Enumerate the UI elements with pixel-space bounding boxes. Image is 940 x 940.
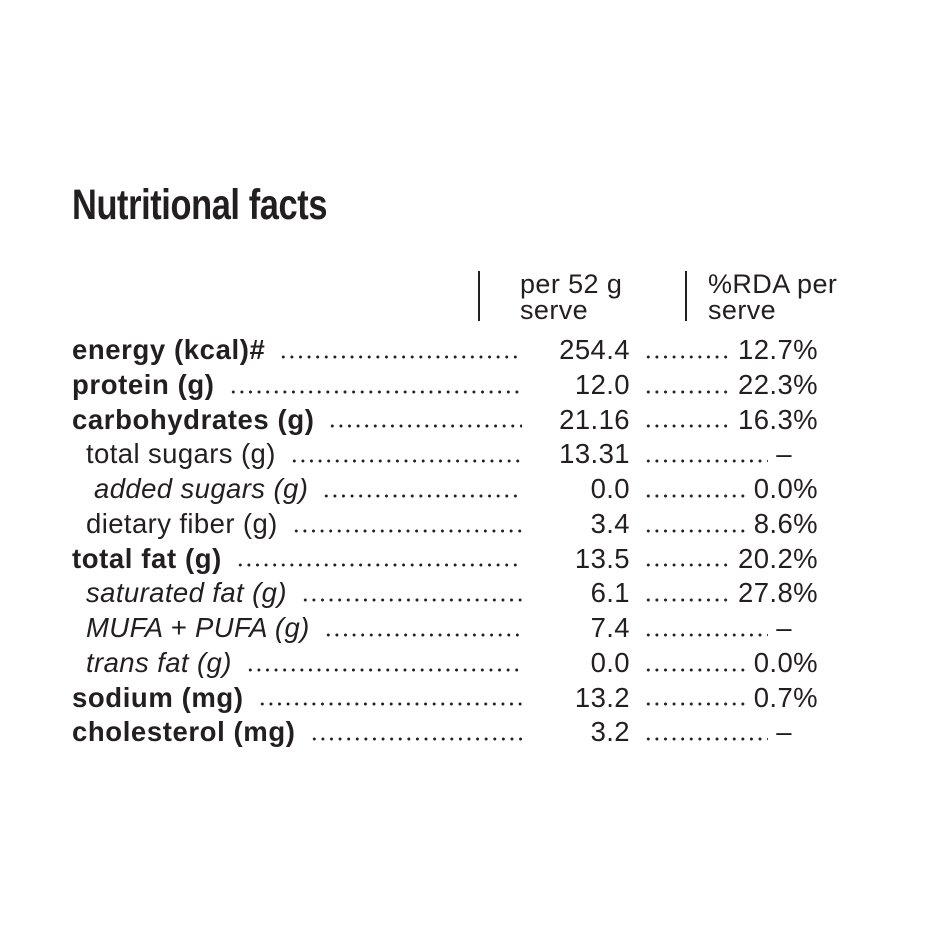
rda-cell: 27.8% xyxy=(630,576,818,611)
dotted-leader xyxy=(644,459,769,463)
nutrient-label: total fat (g) xyxy=(72,542,222,574)
rda-value: 0.0% xyxy=(753,646,818,678)
dotted-leader xyxy=(289,459,522,463)
rda-cell: – xyxy=(630,715,818,750)
dotted-leader xyxy=(291,528,522,533)
dotted-leader xyxy=(235,563,522,568)
dotted-leader xyxy=(309,737,522,741)
dotted-leader xyxy=(300,598,522,602)
dotted-leader xyxy=(644,563,731,568)
table-row: dietary fiber (g) 3.4 8.6% xyxy=(72,507,818,542)
rda-value: 0.0% xyxy=(753,473,818,504)
dotted-leader xyxy=(328,424,522,429)
dotted-leader xyxy=(644,528,746,533)
rda-value: 0.7% xyxy=(753,681,818,713)
table-row: added sugars (g) 0.0 0.0% xyxy=(72,472,818,507)
table-header: per 52 g serve %RDA per serve xyxy=(72,269,940,325)
rda-value: – xyxy=(776,612,792,643)
per-serve-value: 6.1 xyxy=(590,577,630,609)
per-serve-value: 12.0 xyxy=(574,368,630,400)
per-serve-value: 13.2 xyxy=(574,681,630,713)
column-header-per-serve-line1: per 52 g xyxy=(520,269,623,299)
table-row: trans fat (g) 0.0 0.0% xyxy=(72,646,818,681)
table-row: sodium (mg) 13.2 0.7% xyxy=(72,681,818,716)
dotted-leader xyxy=(644,424,731,429)
nutrient-label: energy (kcal)# xyxy=(72,334,266,365)
nutrient-label: trans fat (g) xyxy=(86,646,232,678)
table-row: energy (kcal)# 254.4 12.7% xyxy=(72,333,818,368)
rda-cell: – xyxy=(630,611,818,646)
per-serve-value: 13.5 xyxy=(574,542,630,574)
dotted-leader xyxy=(644,493,746,498)
per-serve-value: 3.2 xyxy=(590,716,630,748)
rda-cell: – xyxy=(630,437,818,472)
rda-cell: 16.3% xyxy=(630,403,818,438)
page-title: Nutritional facts xyxy=(72,181,328,229)
dotted-leader xyxy=(257,702,522,707)
dotted-leader xyxy=(644,354,731,359)
rda-value: 16.3% xyxy=(738,403,818,435)
table-row: carbohydrates (g) 21.16 16.3% xyxy=(72,403,818,438)
per-serve-value: 7.4 xyxy=(590,612,630,643)
nutrient-label: sodium (mg) xyxy=(72,681,244,713)
nutrient-label: dietary fiber (g) xyxy=(86,507,278,539)
rda-cell: 0.7% xyxy=(630,681,818,716)
dotted-leader xyxy=(644,598,731,602)
table-row: saturated fat (g) 6.1 27.8% xyxy=(72,576,818,611)
rda-cell: 0.0% xyxy=(630,472,818,507)
rda-value: 12.7% xyxy=(738,334,818,365)
nutrient-label: protein (g) xyxy=(72,368,215,400)
column-header-rda: %RDA per serve xyxy=(708,269,838,325)
rda-cell: 22.3% xyxy=(630,368,818,403)
rda-value: – xyxy=(776,716,792,748)
table-row: MUFA + PUFA (g) 7.4 – xyxy=(72,611,818,646)
dotted-leader xyxy=(322,493,522,498)
rda-value: 20.2% xyxy=(738,542,818,574)
nutrient-label: carbohydrates (g) xyxy=(72,403,315,435)
per-serve-value: 0.0 xyxy=(590,473,630,504)
nutrient-label: cholesterol (mg) xyxy=(72,716,296,748)
column-divider-bar xyxy=(685,271,687,321)
column-header-per-serve-line2: serve xyxy=(520,295,589,325)
rda-cell: 0.0% xyxy=(630,646,818,681)
column-header-per-serve: per 52 g serve xyxy=(520,269,652,325)
table-row: cholesterol (mg) 3.2 – xyxy=(72,715,818,750)
column-header-rda-line2: serve xyxy=(708,295,777,325)
rda-value: – xyxy=(776,438,792,470)
rda-cell: 12.7% xyxy=(630,333,818,368)
per-serve-value: 13.31 xyxy=(559,438,630,470)
dotted-leader xyxy=(644,667,746,672)
dotted-leader xyxy=(644,389,731,394)
rda-value: 27.8% xyxy=(738,577,818,609)
nutrient-label: total sugars (g) xyxy=(86,438,276,470)
table-row: protein (g) 12.0 22.3% xyxy=(72,368,818,403)
dotted-leader xyxy=(245,667,522,672)
per-serve-value: 0.0 xyxy=(590,646,630,678)
rda-cell: 20.2% xyxy=(630,542,818,577)
nutrition-table: energy (kcal)# 254.4 12.7% protein (g) 1… xyxy=(72,333,818,750)
column-divider-bar xyxy=(478,271,480,321)
table-row: total sugars (g) 13.31 – xyxy=(72,437,818,472)
dotted-leader xyxy=(279,354,522,359)
rda-cell: 8.6% xyxy=(630,507,818,542)
column-header-rda-line1: %RDA per xyxy=(708,269,838,299)
nutrient-label: added sugars (g) xyxy=(94,473,309,504)
dotted-leader xyxy=(323,632,522,637)
nutrient-label: saturated fat (g) xyxy=(86,577,287,609)
dotted-leader xyxy=(644,702,746,707)
per-serve-value: 254.4 xyxy=(559,334,630,365)
table-row: total fat (g) 13.5 20.2% xyxy=(72,542,818,577)
rda-value: 22.3% xyxy=(738,368,818,400)
per-serve-value: 21.16 xyxy=(559,403,630,435)
dotted-leader xyxy=(228,389,522,394)
dotted-leader xyxy=(644,737,769,741)
dotted-leader xyxy=(644,632,769,637)
per-serve-value: 3.4 xyxy=(590,507,630,539)
nutrient-label: MUFA + PUFA (g) xyxy=(86,612,310,643)
rda-value: 8.6% xyxy=(753,507,818,539)
